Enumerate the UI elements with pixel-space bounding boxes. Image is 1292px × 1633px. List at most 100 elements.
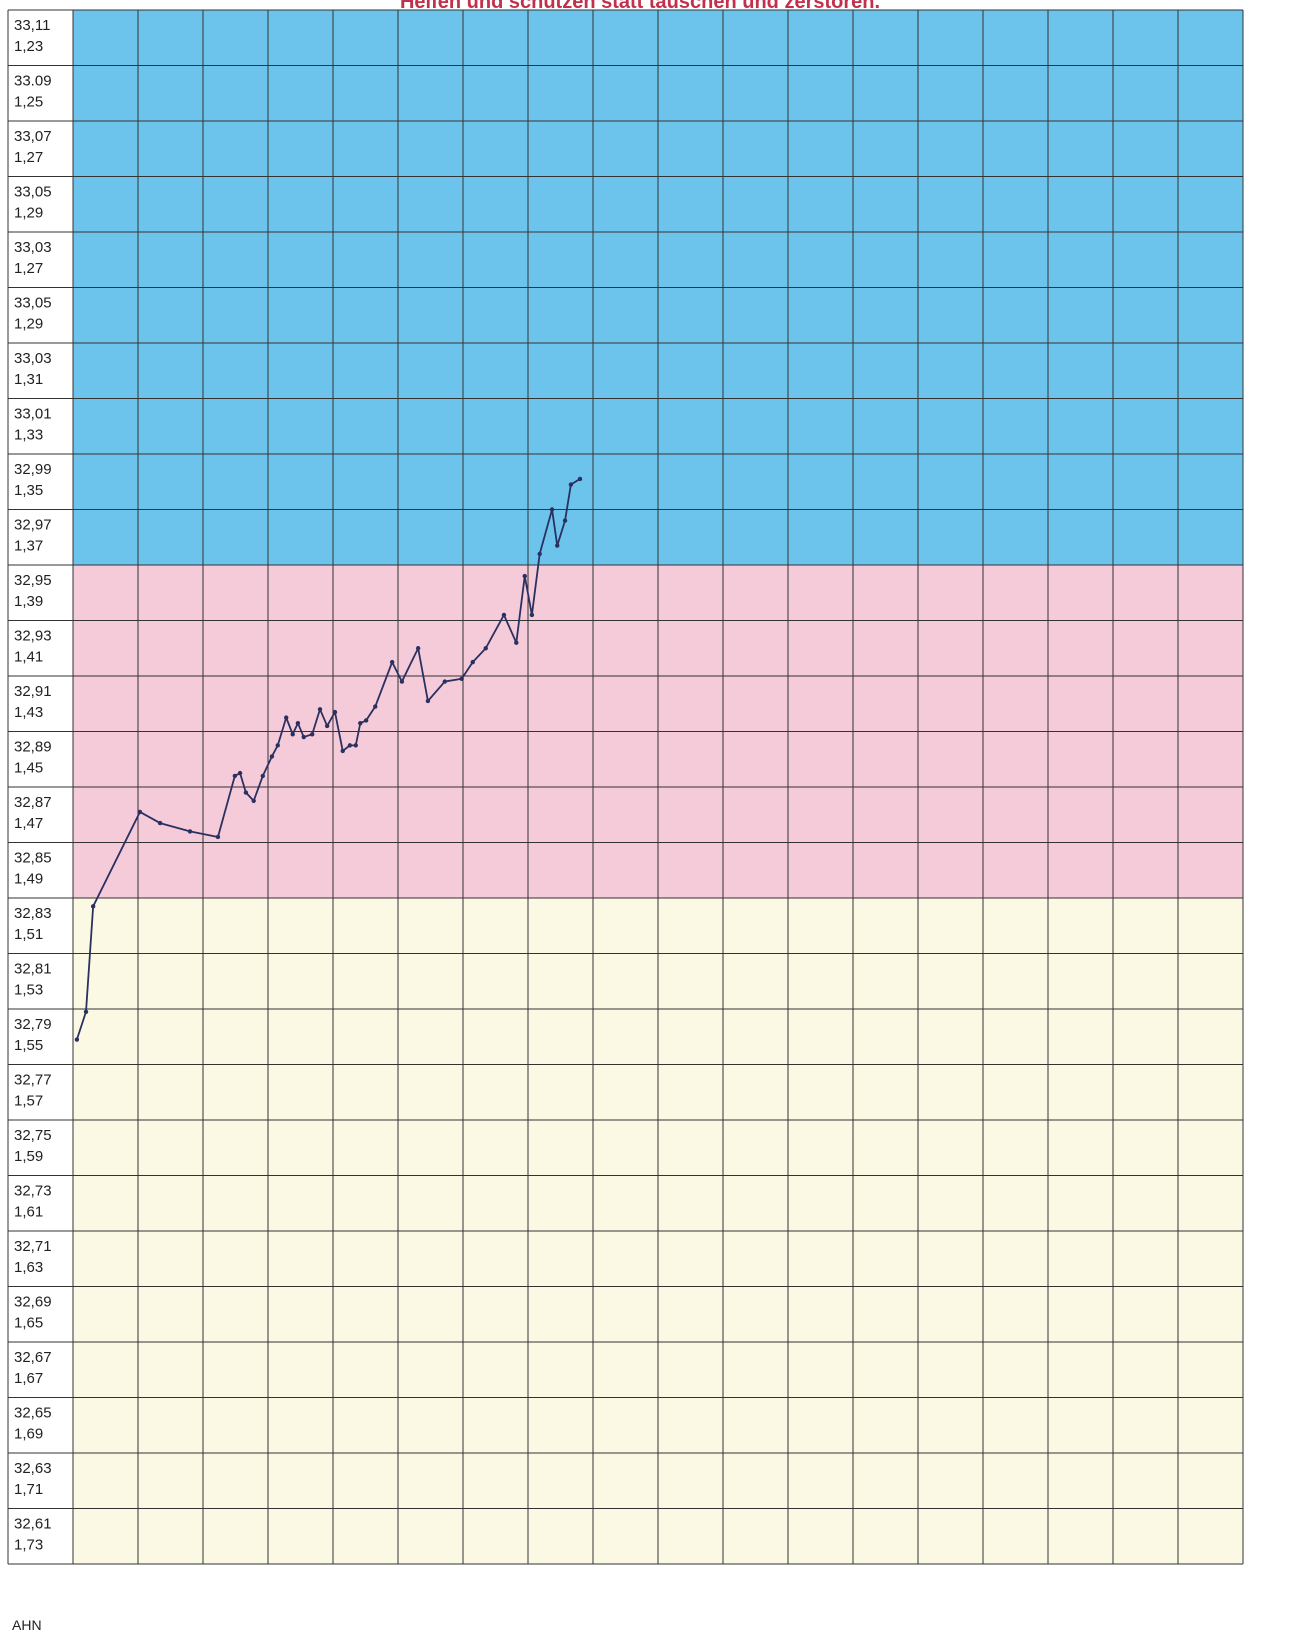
row-label: 1,39 <box>14 593 43 610</box>
data-point <box>537 551 542 557</box>
row-label: 1,43 <box>14 704 43 721</box>
data-point <box>215 834 221 840</box>
data-point <box>74 1037 80 1042</box>
row-label: 1,41 <box>14 649 43 666</box>
chart-title: Helfen und schützen statt täuschen und z… <box>400 0 880 13</box>
data-point <box>340 748 345 754</box>
row-label: 33,03 <box>14 350 52 367</box>
row-label: 1,71 <box>14 1481 43 1498</box>
row-label: 32,99 <box>14 461 52 478</box>
data-point <box>269 754 275 759</box>
data-point <box>332 709 338 715</box>
row-label: 33,11 <box>14 17 50 34</box>
row-label: 32,65 <box>14 1405 52 1422</box>
row-label: 1,57 <box>14 1093 43 1110</box>
row-label: 1,63 <box>14 1259 43 1276</box>
row-label: 1,33 <box>14 427 43 444</box>
row-label: 33,01 <box>14 406 52 423</box>
row-label: 32,83 <box>14 905 52 922</box>
row-label: 1,55 <box>14 1037 43 1054</box>
row-label: 1,37 <box>14 538 43 555</box>
row-label: 32,67 <box>14 1349 52 1366</box>
row-label: 32,71 <box>14 1238 52 1255</box>
row-label: 1,51 <box>14 926 43 943</box>
data-point <box>568 482 574 487</box>
row-label: 32,77 <box>14 1072 52 1089</box>
data-point <box>363 718 369 723</box>
row-label: 32,89 <box>14 739 52 756</box>
data-point <box>442 679 447 684</box>
row-label: 1,73 <box>14 1537 43 1554</box>
row-label: 1,61 <box>14 1204 43 1221</box>
row-label: 32,93 <box>14 628 52 645</box>
row-label: 1,31 <box>14 371 43 388</box>
data-point <box>425 698 431 704</box>
row-label: 1,47 <box>14 815 43 832</box>
data-point <box>529 612 535 618</box>
row-label: 32,91 <box>14 683 52 700</box>
data-point <box>358 720 363 726</box>
data-point <box>324 723 330 729</box>
data-point <box>275 743 280 748</box>
data-line <box>76 478 581 1040</box>
footer: AHN <box>12 1617 42 1633</box>
row-label: 1,67 <box>14 1370 43 1387</box>
row-label: 1,27 <box>14 260 43 277</box>
data-point <box>90 904 96 909</box>
row-label: 33,05 <box>14 184 52 201</box>
row-label: 32,61 <box>14 1516 52 1533</box>
data-point <box>295 720 301 726</box>
data-point <box>459 676 464 681</box>
data-point <box>310 732 315 737</box>
data-point <box>555 543 560 548</box>
row-label: 1,45 <box>14 760 43 777</box>
row-label: 1,29 <box>14 205 43 222</box>
row-label: 33.09 <box>14 73 52 90</box>
row-label: 33,03 <box>14 239 52 256</box>
data-point <box>483 646 488 651</box>
row-label: 1,29 <box>14 316 43 333</box>
data-point <box>353 743 358 748</box>
row-label: 1,23 <box>14 38 43 55</box>
data-point <box>157 820 163 826</box>
row-label: 32,63 <box>14 1460 52 1477</box>
data-point <box>399 679 405 684</box>
data-point <box>237 770 243 776</box>
row-label: 1,27 <box>14 149 43 166</box>
row-label: 32,69 <box>14 1294 52 1311</box>
data-point <box>562 518 568 523</box>
row-label: 1,65 <box>14 1315 43 1332</box>
data-point <box>577 476 583 482</box>
row-label: 1,49 <box>14 871 43 888</box>
row-label: 32,81 <box>14 961 52 978</box>
row-label: 32,75 <box>14 1127 52 1144</box>
row-label: 1,59 <box>14 1148 43 1165</box>
row-label: 1,35 <box>14 482 43 499</box>
data-point <box>347 743 353 748</box>
data-point <box>187 829 193 834</box>
data-point <box>137 809 143 815</box>
data-point <box>317 707 323 712</box>
row-label: 32,87 <box>14 794 52 811</box>
data-point <box>251 798 256 804</box>
row-label: 32,95 <box>14 572 52 589</box>
data-point <box>290 732 295 737</box>
row-label: 1,53 <box>14 982 43 999</box>
data-point <box>284 715 289 720</box>
row-label: 1,25 <box>14 94 43 111</box>
data-point <box>415 646 421 651</box>
data-point <box>373 704 378 709</box>
data-point <box>514 640 519 645</box>
row-label: 32,97 <box>14 517 52 534</box>
data-point <box>260 773 265 779</box>
data-point <box>301 734 306 740</box>
data-point <box>243 790 249 795</box>
data-point <box>522 573 527 579</box>
data-point <box>232 773 238 779</box>
row-label: 32,85 <box>14 850 52 867</box>
row-label: 32,73 <box>14 1183 52 1200</box>
row-label: 33,05 <box>14 295 52 312</box>
row-label: 32,79 <box>14 1016 52 1033</box>
